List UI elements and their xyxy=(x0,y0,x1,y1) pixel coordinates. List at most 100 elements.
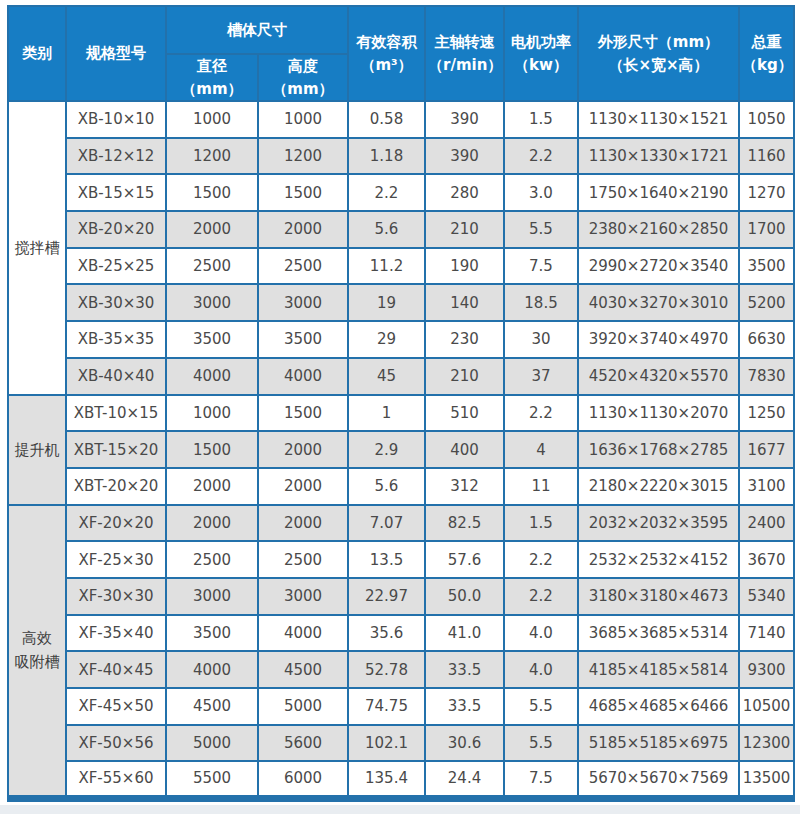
weight-cell: 5200 xyxy=(739,284,794,321)
weight-cell: 1160 xyxy=(739,138,794,175)
volume-cell: 102.1 xyxy=(348,725,425,762)
speed-cell: 312 xyxy=(425,468,504,505)
header-height: 高度（mm） xyxy=(258,54,348,101)
bottom-strip xyxy=(0,805,800,814)
height-cell: 4000 xyxy=(258,615,348,652)
volume-cell: 2.2 xyxy=(348,174,425,211)
weight-cell: 1700 xyxy=(739,211,794,248)
power-cell: 3.0 xyxy=(504,174,578,211)
model-cell: XF-40×45 xyxy=(66,651,166,688)
speed-cell: 280 xyxy=(425,174,504,211)
volume-cell: 7.07 xyxy=(348,505,425,542)
volume-cell: 74.75 xyxy=(348,688,425,725)
diameter-cell: 5500 xyxy=(166,761,258,798)
diameter-cell: 3000 xyxy=(166,578,258,615)
power-cell: 18.5 xyxy=(504,284,578,321)
height-cell: 1200 xyxy=(258,138,348,175)
dimensions-cell: 1750×1640×2190 xyxy=(578,174,739,211)
height-cell: 3000 xyxy=(258,578,348,615)
diameter-cell: 3000 xyxy=(166,284,258,321)
speed-cell: 190 xyxy=(425,248,504,285)
table-row: XB-40×404000400045210374520×4320×5570783… xyxy=(8,358,794,395)
table-row: XB-15×15150015002.22803.01750×1640×21901… xyxy=(8,174,794,211)
height-cell: 3000 xyxy=(258,284,348,321)
table-row: XBT-15×20150020002.940041636×1768×278516… xyxy=(8,431,794,468)
spec-table-body: 搅拌槽XB-10×10100010000.583901.51130×1130×1… xyxy=(8,101,794,798)
table-row: XF-30×303000300022.9750.02.23180×3180×46… xyxy=(8,578,794,615)
height-cell: 3500 xyxy=(258,321,348,358)
header-volume: 有效容积 （m³） xyxy=(348,6,425,101)
weight-cell: 12300 xyxy=(739,725,794,762)
weight-cell: 5340 xyxy=(739,578,794,615)
power-cell: 1.5 xyxy=(504,101,578,138)
power-cell: 5.5 xyxy=(504,725,578,762)
table-row: 搅拌槽XB-10×10100010000.583901.51130×1130×1… xyxy=(8,101,794,138)
model-cell: XB-35×35 xyxy=(66,321,166,358)
diameter-cell: 1500 xyxy=(166,174,258,211)
speed-cell: 210 xyxy=(425,358,504,395)
diameter-cell: 2500 xyxy=(166,248,258,285)
dimensions-cell: 2180×2220×3015 xyxy=(578,468,739,505)
diameter-cell: 1500 xyxy=(166,431,258,468)
height-cell: 5000 xyxy=(258,688,348,725)
height-cell: 1000 xyxy=(258,101,348,138)
diameter-cell: 2000 xyxy=(166,211,258,248)
model-cell: XBT-10×15 xyxy=(66,395,166,432)
dimensions-cell: 1130×1330×1721 xyxy=(578,138,739,175)
spec-table: 类别 规格型号 槽体尺寸 有效容积 （m³） 主轴转速 （r/min） 电机功率… xyxy=(7,5,795,802)
diameter-cell: 1200 xyxy=(166,138,258,175)
table-row: XF-55×6055006000135.424.47.55670×5670×75… xyxy=(8,761,794,798)
table-row: 提升机XBT-10×151000150015102.21130×1130×207… xyxy=(8,395,794,432)
power-cell: 7.5 xyxy=(504,248,578,285)
height-cell: 2000 xyxy=(258,468,348,505)
volume-cell: 135.4 xyxy=(348,761,425,798)
weight-cell: 6630 xyxy=(739,321,794,358)
power-cell: 5.5 xyxy=(504,688,578,725)
table-row: XB-12×12120012001.183902.21130×1330×1721… xyxy=(8,138,794,175)
volume-cell: 1.18 xyxy=(348,138,425,175)
dimensions-cell: 3685×3685×5314 xyxy=(578,615,739,652)
speed-cell: 390 xyxy=(425,138,504,175)
weight-cell: 13500 xyxy=(739,761,794,798)
page: 类别 规格型号 槽体尺寸 有效容积 （m³） 主轴转速 （r/min） 电机功率… xyxy=(0,0,800,805)
table-row: XB-25×252500250011.21907.52990×2720×3540… xyxy=(8,248,794,285)
volume-cell: 35.6 xyxy=(348,615,425,652)
speed-cell: 210 xyxy=(425,211,504,248)
model-cell: XB-20×20 xyxy=(66,211,166,248)
model-cell: XB-10×10 xyxy=(66,101,166,138)
volume-cell: 5.6 xyxy=(348,468,425,505)
dimensions-cell: 1130×1130×2070 xyxy=(578,395,739,432)
height-cell: 2000 xyxy=(258,505,348,542)
diameter-cell: 3500 xyxy=(166,615,258,652)
weight-cell: 1270 xyxy=(739,174,794,211)
power-cell: 11 xyxy=(504,468,578,505)
table-header: 类别 规格型号 槽体尺寸 有效容积 （m³） 主轴转速 （r/min） 电机功率… xyxy=(8,6,794,101)
volume-cell: 11.2 xyxy=(348,248,425,285)
diameter-cell: 2000 xyxy=(166,468,258,505)
power-cell: 2.2 xyxy=(504,395,578,432)
table-row: XB-35×353500350029230303920×3740×4970663… xyxy=(8,321,794,358)
weight-cell: 3500 xyxy=(739,248,794,285)
weight-cell: 7140 xyxy=(739,615,794,652)
height-cell: 6000 xyxy=(258,761,348,798)
model-cell: XF-20×20 xyxy=(66,505,166,542)
weight-cell: 7830 xyxy=(739,358,794,395)
power-cell: 4 xyxy=(504,431,578,468)
dimensions-cell: 2380×2160×2850 xyxy=(578,211,739,248)
dimensions-cell: 3920×3740×4970 xyxy=(578,321,739,358)
dimensions-cell: 1130×1130×1521 xyxy=(578,101,739,138)
volume-cell: 0.58 xyxy=(348,101,425,138)
power-cell: 1.5 xyxy=(504,505,578,542)
diameter-cell: 3500 xyxy=(166,321,258,358)
table-row: XF-50×5650005600102.130.65.55185×5185×69… xyxy=(8,725,794,762)
volume-cell: 13.5 xyxy=(348,541,425,578)
height-cell: 2000 xyxy=(258,211,348,248)
volume-cell: 1 xyxy=(348,395,425,432)
height-cell: 2500 xyxy=(258,248,348,285)
table-row: 高效 吸附槽XF-20×20200020007.0782.51.52032×20… xyxy=(8,505,794,542)
power-cell: 2.2 xyxy=(504,578,578,615)
speed-cell: 33.5 xyxy=(425,651,504,688)
model-cell: XF-55×60 xyxy=(66,761,166,798)
speed-cell: 510 xyxy=(425,395,504,432)
weight-cell: 3100 xyxy=(739,468,794,505)
